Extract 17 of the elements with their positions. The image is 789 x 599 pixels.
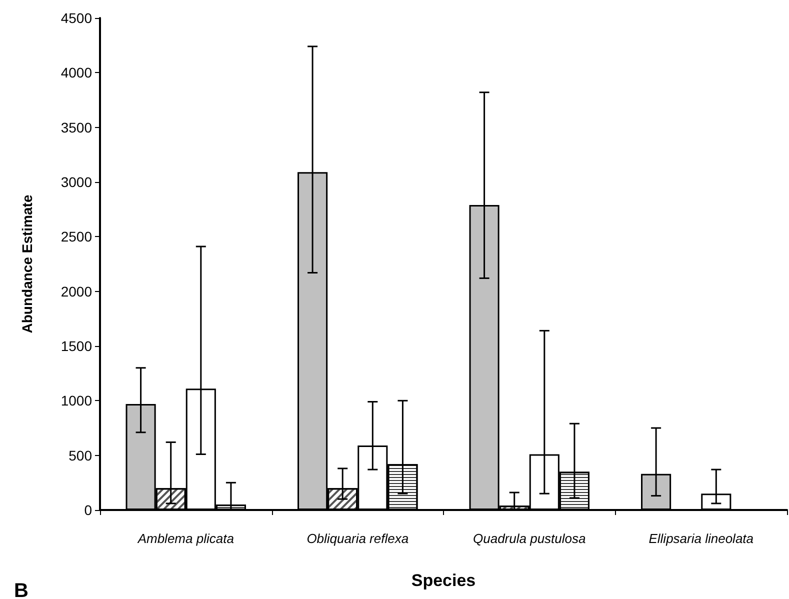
y-tick-label: 3000 [60, 174, 92, 190]
x-tick-label: Quadrula pustulosa [473, 531, 586, 546]
x-tick-label: Ellipsaria lineolata [648, 531, 754, 546]
y-tick-label: 2000 [60, 283, 92, 300]
y-tick-label: 0 [84, 502, 92, 518]
y-tick-label: 3500 [60, 119, 92, 136]
text: B [14, 580, 28, 599]
y-tick-label: 500 [68, 447, 92, 464]
x-tick-label: Obliquaria reflexa [306, 531, 409, 546]
y-tick-label: 1000 [60, 392, 92, 409]
y-tick-label: 2500 [60, 228, 92, 245]
x-axis-title: Species [411, 571, 476, 590]
y-tick-label: 4000 [60, 64, 92, 81]
y-tick-label: 4500 [60, 10, 92, 26]
y-tick-label: 1500 [60, 338, 92, 354]
x-tick-label: Amblema plicata [136, 531, 234, 546]
y-axis-title: Abundance Estimate [19, 194, 35, 334]
